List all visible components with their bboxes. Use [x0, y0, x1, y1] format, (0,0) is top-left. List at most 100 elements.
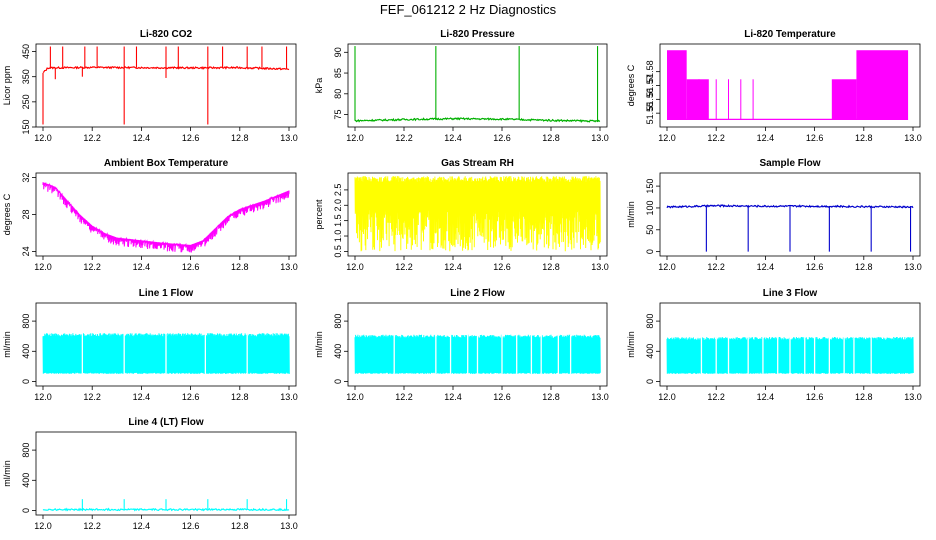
x-tick-label: 12.0: [658, 262, 676, 272]
x-tick-label: 12.2: [395, 133, 413, 143]
y-axis-label: ml/min: [626, 331, 636, 358]
y-tick-label: 51.56: [645, 88, 655, 111]
chart-title: Ambient Box Temperature: [104, 158, 229, 169]
y-axis-label: degrees C: [2, 193, 12, 235]
x-tick-label: 12.4: [133, 262, 151, 272]
series-trace: [42, 181, 290, 253]
x-tick-label: 12.6: [182, 521, 200, 531]
x-tick-label: 12.6: [182, 392, 200, 402]
x-tick-label: 13.0: [591, 262, 609, 272]
plot-frame: [35, 172, 297, 257]
chart-title: Line 4 (LT) Flow: [128, 417, 204, 428]
x-tick-label: 12.4: [444, 133, 462, 143]
chart-title: Line 3 Flow: [763, 288, 818, 299]
x-tick-label: 12.4: [757, 133, 775, 143]
temperature-band: [667, 50, 687, 120]
x-tick-label: 12.4: [757, 392, 775, 402]
y-tick-label: 75: [333, 110, 343, 120]
y-axis-label: ml/min: [626, 201, 636, 228]
x-tick-label: 13.0: [591, 133, 609, 143]
chart-title: Gas Stream RH: [441, 158, 514, 169]
chart-title: Li-820 Pressure: [440, 29, 515, 40]
x-tick-label: 12.6: [493, 392, 511, 402]
y-axis-label: Licor ppm: [2, 66, 12, 106]
chart-title: Sample Flow: [759, 158, 820, 169]
x-tick-label: 12.8: [231, 262, 249, 272]
x-tick-label: 12.2: [707, 133, 725, 143]
x-tick-label: 13.0: [904, 133, 922, 143]
y-tick-label: 150: [645, 179, 655, 194]
x-tick-label: 12.8: [855, 262, 873, 272]
chart-panel-8: Line 2 Flow ml/min 12.0 12.2 12.4 12.6 12.8 13.…: [314, 288, 609, 402]
plot-frame: [35, 431, 297, 516]
y-tick-label: 450: [21, 44, 31, 59]
x-tick-label: 12.0: [34, 133, 52, 143]
y-tick-label: 2.5: [333, 184, 343, 197]
y-tick-label: 800: [21, 314, 31, 329]
x-tick-label: 12.6: [806, 392, 824, 402]
plot-frame: [347, 302, 608, 387]
y-tick-label: 1.5: [333, 214, 343, 227]
series-trace: [354, 117, 601, 123]
x-tick-label: 12.2: [707, 262, 725, 272]
y-tick-label: 250: [21, 94, 31, 109]
x-tick-label: 13.0: [280, 392, 298, 402]
x-tick-label: 13.0: [280, 262, 298, 272]
x-tick-label: 13.0: [280, 133, 298, 143]
y-tick-label: 90: [333, 47, 343, 57]
x-tick-label: 12.0: [34, 262, 52, 272]
y-axis-label: ml/min: [314, 331, 324, 358]
x-tick-label: 12.2: [707, 392, 725, 402]
x-tick-label: 12.0: [34, 521, 52, 531]
x-tick-label: 12.6: [493, 262, 511, 272]
y-tick-label: 28: [21, 209, 31, 219]
y-tick-label: 0: [21, 379, 31, 384]
series-trace: [354, 176, 601, 252]
chart-panel-1: Li-820 CO2 Licor ppm 12.0 12.2 12.4 12.6 12.8 1…: [2, 29, 298, 143]
x-tick-label: 12.2: [83, 392, 101, 402]
x-tick-label: 12.4: [444, 262, 462, 272]
y-tick-label: 32: [21, 173, 31, 183]
chart-title: Line 1 Flow: [139, 288, 194, 299]
x-tick-label: 13.0: [904, 392, 922, 402]
plot-frame: [35, 43, 297, 128]
temperature-band: [686, 79, 709, 120]
x-tick-label: 13.0: [591, 392, 609, 402]
y-tick-label: 350: [21, 69, 31, 84]
x-tick-label: 12.0: [34, 392, 52, 402]
y-tick-label: 400: [645, 344, 655, 359]
x-tick-label: 12.0: [346, 392, 364, 402]
chart-panel-9: Line 3 Flow ml/min 12.0 12.2 12.4 12.6 12.8 13.…: [626, 288, 922, 402]
y-axis-label: percent: [314, 199, 324, 230]
y-tick-label: 80: [333, 89, 343, 99]
x-tick-label: 12.6: [806, 133, 824, 143]
y-tick-label: 100: [645, 200, 655, 215]
x-tick-label: 12.8: [231, 133, 249, 143]
y-tick-label: 0: [645, 379, 655, 384]
y-tick-label: 400: [21, 344, 31, 359]
x-tick-label: 12.6: [806, 262, 824, 272]
x-tick-label: 12.2: [395, 262, 413, 272]
y-tick-label: 800: [645, 314, 655, 329]
plot-frame: [347, 43, 608, 128]
chart-title: Li-820 Temperature: [744, 29, 836, 40]
x-tick-label: 12.4: [133, 392, 151, 402]
chart-panel-3: Li-820 Temperature degrees C 12.0 12.2 12.4 1…: [626, 29, 922, 143]
y-tick-label: 50: [645, 225, 655, 235]
x-tick-label: 12.2: [83, 262, 101, 272]
y-tick-label: 0: [645, 249, 655, 254]
temperature-band: [831, 79, 857, 120]
y-axis-label: kPa: [314, 78, 324, 94]
y-tick-label: 24: [21, 246, 31, 256]
y-tick-label: 800: [333, 314, 343, 329]
chart-title: Line 2 Flow: [450, 288, 505, 299]
chart-title: Li-820 CO2: [140, 29, 193, 40]
x-tick-label: 12.8: [231, 392, 249, 402]
y-tick-label: 0: [21, 508, 31, 513]
y-axis-label: ml/min: [2, 331, 12, 358]
x-tick-label: 12.8: [231, 521, 249, 531]
x-tick-label: 12.6: [182, 133, 200, 143]
temperature-band: [856, 50, 909, 120]
y-tick-label: 1.0: [333, 230, 343, 243]
plot-frame: [659, 43, 921, 128]
